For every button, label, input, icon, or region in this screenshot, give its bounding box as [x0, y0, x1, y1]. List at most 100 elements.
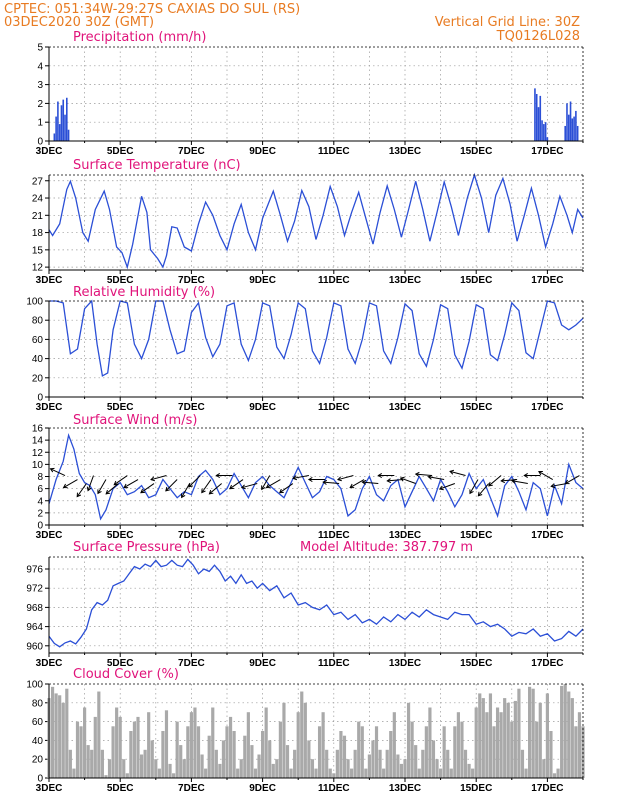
x-tick-label: 5DEC [107, 146, 134, 157]
cloud-bar [65, 688, 69, 778]
precip-bar [535, 94, 538, 141]
wind-arrow [241, 483, 258, 489]
x-tick-label: 5DEC [107, 530, 134, 541]
cloud-bar [243, 735, 247, 778]
header-date: 03DEC2020 30Z (GMT) [4, 15, 154, 30]
cloud-bar [214, 749, 218, 778]
wind-arrow-head [49, 467, 55, 473]
cloud-bar [129, 731, 133, 778]
cloud-bar [157, 768, 161, 778]
x-tick-label: 3DEC [36, 402, 63, 413]
cloud-bar [510, 721, 514, 778]
panel-title: Surface Wind (m/s) [73, 413, 197, 428]
cloud-bar [296, 712, 300, 778]
wind-arrow-head [292, 475, 298, 481]
y-tick-label: 80 [32, 316, 44, 327]
cloud-bar [449, 768, 453, 778]
cloud-bar [75, 721, 80, 778]
cloud-bar [172, 773, 176, 778]
cloud-bar [346, 759, 350, 778]
cloud-bar [93, 716, 97, 778]
precip-bar [60, 105, 63, 141]
cloud-bar [68, 749, 72, 778]
y-tick-label: 14 [32, 436, 44, 447]
cloud-bar [179, 745, 183, 778]
y-tick-label: 3 [37, 80, 43, 91]
y-tick-label: 16 [32, 424, 44, 435]
cloud-bar [431, 740, 436, 778]
cloud-bar [164, 710, 169, 778]
wind-arrow-head [427, 474, 433, 480]
wind-arrow-head [229, 484, 234, 490]
wind-arrow-head [208, 489, 214, 495]
cloud-bar [83, 707, 87, 778]
cloud-bar [542, 759, 546, 778]
cloud-bar [118, 716, 122, 778]
wind-arrow [63, 479, 78, 488]
cloud-bar [442, 726, 446, 778]
cloud-bar [207, 735, 211, 778]
x-tick-label: 13DEC [389, 530, 421, 541]
cloud-bar [556, 768, 560, 778]
cloud-bar [289, 768, 293, 778]
x-tick-label: 3DEC [36, 658, 63, 669]
cloud-bar [528, 686, 532, 778]
cloud-bar [168, 763, 172, 778]
wind-arrow-head [181, 493, 186, 499]
y-tick-label: 4 [37, 496, 43, 507]
x-tick-label: 9DEC [249, 530, 276, 541]
wind-arrow-head [469, 489, 474, 495]
x-tick-label: 9DEC [249, 402, 276, 413]
panel-cloud: Cloud Cover (%) 0 20 40 60 80 100 3DEC 5DEC 7DEC 9… [26, 667, 585, 794]
wind-arrow-head [261, 485, 266, 491]
y-tick-label: 20 [32, 373, 44, 384]
y-tick-label: 2 [37, 99, 43, 110]
x-tick-label: 7DEC [178, 783, 205, 794]
y-tick-label: 60 [32, 335, 44, 346]
x-tick-label: 11DEC [318, 146, 350, 157]
cloud-bar [257, 754, 261, 778]
wind-arrow-head [550, 483, 556, 489]
cloud-bar [428, 707, 432, 778]
y-tick-label: 972 [26, 584, 43, 595]
precip-bar [64, 114, 66, 141]
panel-title: Precipitation (mm/h) [73, 30, 206, 45]
cloud-bar [104, 775, 108, 778]
cloud-bar [232, 731, 236, 778]
precip-bar [67, 129, 70, 141]
cloud-bar [552, 773, 557, 778]
x-tick-label: 3DEC [36, 783, 63, 794]
x-tick-label: 11DEC [318, 658, 350, 669]
wind-arrow [469, 479, 479, 494]
x-tick-label: 17DEC [531, 530, 563, 541]
cloud-bar [435, 759, 439, 778]
precip-bar [62, 99, 65, 141]
cloud-bar [321, 712, 325, 778]
cloud-bar [339, 731, 343, 778]
y-tick-label: 100 [26, 297, 43, 308]
panel-precip: Precipitation (mm/h) 0 1 2 3 4 5 3DEC 5DEC 7DEC 9D… [36, 30, 584, 157]
wind-arrow-head [523, 473, 528, 479]
cloud-bar [474, 707, 478, 778]
cloud-bar [79, 726, 83, 778]
wind-arrow [400, 477, 416, 485]
wind-arrow-head [150, 476, 156, 482]
cloud-bar [328, 768, 332, 778]
panel-temp: Surface Temperature (nC) 12 15 18 21 24 27 3DEC… [32, 158, 584, 286]
cloud-bar [200, 754, 204, 778]
cloud-bar [278, 721, 282, 778]
precip-bar [567, 114, 570, 141]
cloud-bar [310, 759, 315, 778]
x-tick-label: 15DEC [460, 402, 492, 413]
cloud-bar [392, 712, 396, 778]
cloud-bar [577, 712, 582, 778]
cloud-bar [307, 740, 311, 778]
x-tick-label: 15DEC [460, 530, 492, 541]
x-tick-label: 17DEC [531, 146, 563, 157]
wind-arrow [449, 470, 466, 477]
wind-arrow [415, 473, 432, 477]
x-tick-label: 13DEC [389, 275, 421, 286]
cloud-bar [353, 749, 357, 778]
wind-arrow-head [307, 477, 313, 483]
cloud-bar [535, 721, 539, 778]
